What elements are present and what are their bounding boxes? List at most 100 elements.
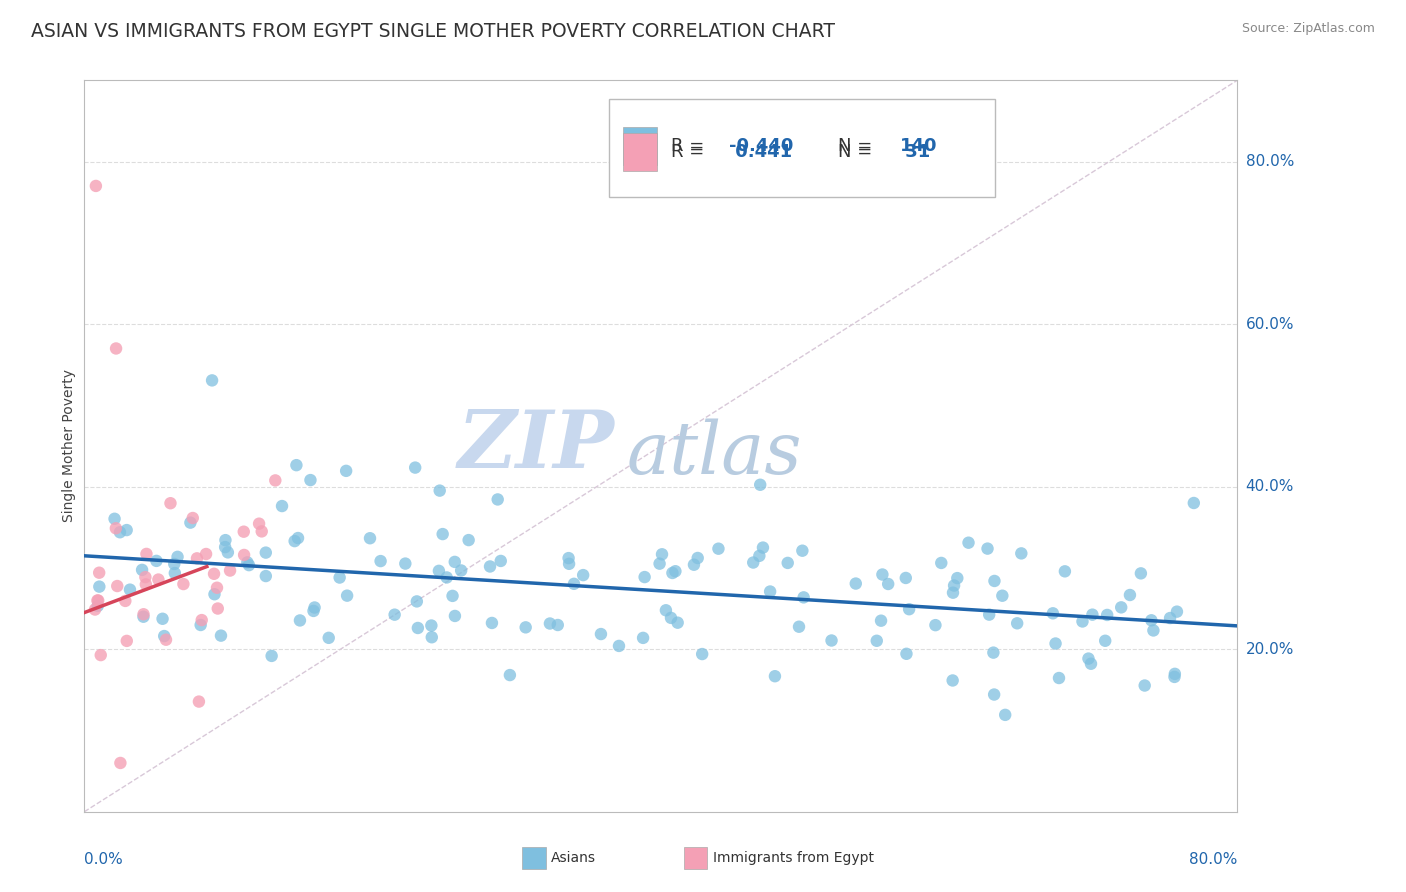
Point — [155, 632, 177, 647]
Point — [134, 570, 156, 584]
Point — [254, 546, 277, 560]
Point — [1080, 657, 1102, 671]
Point — [946, 571, 969, 585]
Point — [749, 477, 772, 491]
Point — [420, 618, 443, 632]
Point — [633, 570, 655, 584]
Point — [271, 499, 294, 513]
Point — [135, 577, 157, 591]
Point — [1166, 605, 1188, 619]
Point — [118, 582, 141, 597]
Point — [1071, 615, 1094, 629]
Point — [1182, 496, 1205, 510]
Point — [1095, 607, 1118, 622]
Point — [250, 524, 273, 539]
Point — [976, 541, 998, 556]
Point — [1010, 546, 1032, 560]
Point — [957, 535, 980, 549]
Point — [105, 342, 128, 356]
Point — [201, 373, 224, 387]
Point — [1159, 611, 1181, 625]
Point — [547, 618, 569, 632]
Point — [436, 570, 458, 584]
Point — [115, 523, 138, 537]
Text: N =: N = — [838, 137, 873, 155]
Point — [299, 473, 322, 487]
Point — [787, 620, 810, 634]
Point — [179, 516, 201, 530]
Point — [659, 611, 682, 625]
Point — [450, 564, 472, 578]
FancyBboxPatch shape — [523, 847, 546, 869]
Point — [233, 548, 256, 562]
Point — [894, 571, 917, 585]
Point — [152, 612, 174, 626]
Point — [877, 577, 900, 591]
Point — [195, 547, 218, 561]
Point — [991, 589, 1014, 603]
Point — [214, 533, 236, 548]
Point — [86, 593, 108, 607]
Point — [686, 551, 709, 566]
Point — [763, 669, 786, 683]
Point — [219, 564, 242, 578]
Y-axis label: Single Mother Poverty: Single Mother Poverty — [62, 369, 76, 523]
Point — [202, 566, 225, 581]
Point — [181, 511, 204, 525]
Point — [589, 627, 612, 641]
Point — [159, 496, 181, 510]
FancyBboxPatch shape — [623, 127, 658, 165]
Point — [247, 516, 270, 531]
Point — [163, 557, 186, 571]
Point — [792, 543, 814, 558]
Text: 40.0%: 40.0% — [1246, 479, 1294, 494]
Point — [132, 607, 155, 622]
Point — [648, 557, 671, 571]
Point — [489, 554, 512, 568]
Point — [90, 648, 112, 662]
Point — [254, 569, 277, 583]
Point — [148, 573, 170, 587]
Point — [607, 639, 630, 653]
Text: 60.0%: 60.0% — [1246, 317, 1294, 332]
Point — [336, 589, 359, 603]
Point — [214, 540, 236, 554]
Point — [572, 568, 595, 582]
Point — [1077, 651, 1099, 665]
Point — [820, 633, 842, 648]
Point — [187, 695, 209, 709]
Point — [776, 556, 799, 570]
Point — [1081, 607, 1104, 622]
FancyBboxPatch shape — [609, 99, 995, 197]
Point — [190, 613, 212, 627]
Point — [190, 618, 212, 632]
Text: R =: R = — [671, 143, 704, 161]
Point — [872, 567, 894, 582]
Point — [104, 521, 127, 535]
Point — [898, 602, 921, 616]
Point — [108, 525, 131, 540]
Text: Immigrants from Egypt: Immigrants from Egypt — [713, 851, 873, 865]
Point — [666, 615, 689, 630]
Point — [103, 512, 125, 526]
Point — [209, 629, 232, 643]
Point — [924, 618, 946, 632]
Point — [661, 566, 683, 580]
Point — [742, 556, 765, 570]
Point — [793, 591, 815, 605]
Point — [486, 492, 509, 507]
Point — [690, 647, 713, 661]
Point — [866, 633, 889, 648]
Point — [318, 631, 340, 645]
Point — [115, 633, 138, 648]
Point — [163, 566, 186, 580]
Point — [166, 549, 188, 564]
Point — [994, 707, 1017, 722]
Text: ASIAN VS IMMIGRANTS FROM EGYPT SINGLE MOTHER POVERTY CORRELATION CHART: ASIAN VS IMMIGRANTS FROM EGYPT SINGLE MO… — [31, 22, 835, 41]
Point — [87, 593, 110, 607]
Point — [114, 594, 136, 608]
Point — [1042, 607, 1064, 621]
Point — [499, 668, 522, 682]
Point — [384, 607, 406, 622]
Point — [631, 631, 654, 645]
